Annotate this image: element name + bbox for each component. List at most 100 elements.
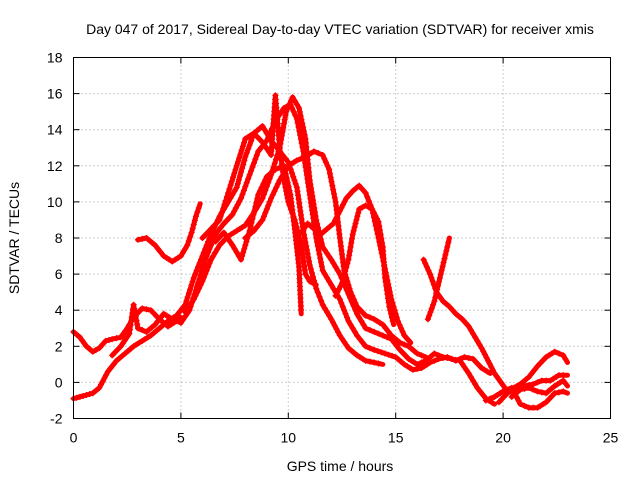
data-point-marker [139, 235, 146, 242]
data-point-marker [427, 309, 434, 316]
data-point-marker [76, 334, 83, 341]
data-point-marker [449, 307, 456, 314]
data-point-marker [355, 209, 362, 216]
y-tick-label: 18 [47, 50, 63, 66]
data-point-marker [372, 212, 379, 219]
data-point-marker [79, 337, 86, 344]
data-point-marker [298, 242, 305, 249]
data-point-marker [378, 349, 385, 356]
data-point-marker [318, 259, 325, 266]
data-point-marker [344, 314, 351, 321]
data-point-marker [102, 337, 109, 344]
data-point-marker [310, 201, 317, 208]
data-point-marker [202, 271, 209, 278]
data-point-marker [185, 238, 192, 245]
y-tick-label: 0 [55, 374, 63, 390]
data-point-marker [321, 247, 328, 254]
data-point-marker [356, 314, 363, 321]
data-point-marker [285, 183, 292, 190]
data-point-marker [525, 384, 532, 391]
data-point-marker [192, 271, 199, 278]
data-point-marker [314, 289, 321, 296]
data-point-marker [232, 166, 239, 173]
data-point-marker [250, 211, 257, 218]
data-point-marker [362, 189, 369, 196]
data-point-marker [114, 346, 121, 353]
data-point-marker [152, 321, 159, 328]
data-point-marker [217, 224, 224, 231]
data-point-marker [347, 289, 354, 296]
data-point-marker [222, 197, 229, 204]
data-point-marker [472, 358, 479, 365]
data-point-marker [350, 296, 357, 303]
data-point-marker [173, 318, 180, 325]
data-point-marker [328, 178, 335, 185]
data-point-marker [286, 101, 293, 108]
data-point-marker [336, 271, 343, 278]
data-point-marker [122, 328, 129, 335]
data-point-marker [555, 389, 562, 396]
data-point-marker [234, 180, 241, 187]
data-point-marker [306, 177, 313, 184]
plot-series [70, 92, 570, 411]
data-point-marker [362, 312, 369, 319]
data-point-marker [379, 332, 386, 339]
data-point-marker [370, 209, 377, 216]
data-point-marker [332, 217, 339, 224]
data-point-marker [226, 214, 233, 221]
data-point-marker [180, 249, 187, 256]
data-point-marker [328, 281, 335, 288]
data-point-marker [190, 274, 197, 281]
data-point-marker [271, 160, 278, 167]
data-point-marker [354, 303, 361, 310]
data-point-marker [300, 258, 307, 265]
series-line [421, 257, 570, 394]
data-point-marker [298, 116, 305, 123]
data-point-marker [332, 263, 339, 270]
data-point-marker [324, 162, 331, 169]
data-point-marker [500, 382, 507, 389]
data-point-marker [101, 375, 108, 382]
data-point-marker [418, 359, 425, 366]
data-point-marker [292, 180, 299, 187]
data-point-marker [383, 282, 390, 289]
data-point-marker [483, 354, 490, 361]
data-point-marker [131, 305, 138, 312]
data-point-marker [323, 250, 330, 257]
data-point-marker [225, 189, 232, 196]
data-point-marker [562, 355, 569, 362]
data-point-marker [296, 105, 303, 112]
data-point-marker [356, 306, 363, 313]
data-point-marker [233, 249, 240, 256]
data-point-marker [365, 197, 372, 204]
data-point-marker [128, 318, 135, 325]
data-point-marker [311, 205, 318, 212]
data-point-marker [215, 235, 222, 242]
data-point-marker [207, 256, 214, 263]
data-point-marker [422, 260, 429, 267]
data-point-marker [207, 242, 214, 249]
data-point-marker [498, 396, 505, 403]
data-point-marker [290, 173, 297, 180]
data-point-marker [217, 232, 224, 239]
data-point-marker [359, 339, 366, 346]
y-axis-label: SDTVAR / TECUs [6, 182, 22, 294]
data-point-marker [423, 263, 430, 270]
data-point-marker [301, 266, 308, 273]
data-point-marker [247, 223, 254, 230]
data-point-marker [311, 225, 318, 232]
data-point-marker [495, 399, 502, 406]
data-point-marker [399, 349, 406, 356]
data-point-marker [195, 263, 202, 270]
data-point-marker [491, 370, 498, 377]
data-point-marker [465, 323, 472, 330]
data-point-marker [203, 253, 210, 260]
data-point-marker [299, 250, 306, 257]
data-point-marker [548, 393, 555, 400]
data-point-marker [201, 260, 208, 267]
data-point-marker [316, 251, 323, 258]
data-point-marker [258, 144, 265, 151]
data-point-marker [314, 243, 321, 250]
data-point-marker [444, 355, 451, 362]
data-point-marker [474, 337, 481, 344]
